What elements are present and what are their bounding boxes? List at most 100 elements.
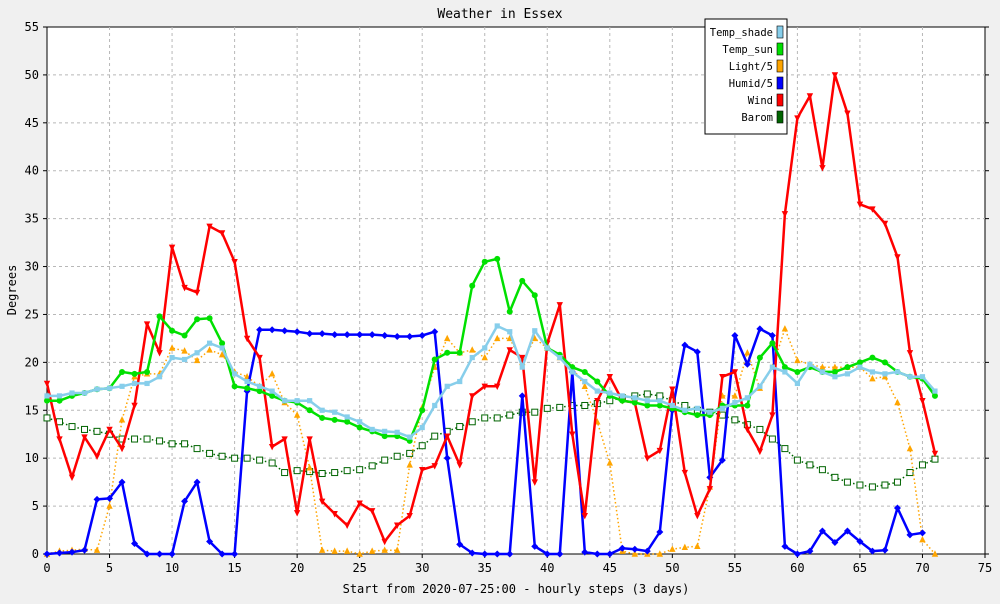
data-point-temp-shade [519,364,525,370]
data-point-temp-shade [269,388,275,394]
data-point-temp-shade [394,429,400,435]
data-point-wind [831,72,839,79]
data-point-temp-shade [844,371,851,377]
data-point-temp-shade [432,402,438,409]
data-point-humid-5 [306,330,314,338]
data-point-light-5 [481,353,488,361]
data-point-temp-shade [782,369,788,375]
data-point-light-5 [469,346,476,353]
data-point-temp-shade [644,398,650,404]
data-point-humid-5 [56,549,64,557]
data-point-humid-5 [581,548,589,556]
data-point-temp-sun [794,368,801,375]
data-point-barom [381,456,389,464]
data-point-temp-sun [756,354,763,361]
x-tick-label: 10 [165,561,179,575]
data-point-barom [856,481,864,489]
data-point-humid-5 [918,529,926,537]
data-point-light-5 [781,325,789,332]
data-point-temp-sun [644,402,651,409]
data-point-barom [93,427,101,435]
data-point-temp-shade [307,398,313,404]
legend-swatch-humid-5 [776,76,784,90]
data-point-humid-5 [468,549,476,557]
x-tick-label: 70 [915,561,929,575]
data-point-wind [181,284,188,292]
data-point-wind [781,211,789,218]
data-point-light-5 [581,382,588,390]
data-point-temp-shade [106,385,113,391]
data-point-wind [769,412,776,419]
data-point-humid-5 [618,544,626,552]
data-point-humid-5 [743,360,751,368]
data-point-temp-shade [181,356,188,363]
data-point-temp-shade [682,407,688,413]
data-point-wind [93,453,101,460]
legend-swatch-light-5 [776,59,784,73]
x-tick-label: 20 [290,561,304,575]
data-point-humid-5 [131,539,139,547]
data-point-barom [206,449,214,457]
data-point-wind [419,466,426,474]
data-point-temp-shade [544,345,550,351]
series-line-light-5 [46,328,936,555]
data-point-temp-shade [332,409,338,415]
data-point-humid-5 [493,550,501,558]
data-point-humid-5 [731,332,739,340]
data-point-wind [556,302,563,309]
x-tick-label: 45 [603,561,617,575]
data-point-temp-sun [231,383,238,390]
data-point-temp-shade [669,402,675,409]
data-point-wind [731,369,739,376]
y-tick-label: 15 [25,403,39,417]
data-point-humid-5 [856,538,864,546]
data-point-wind [193,289,201,297]
data-point-temp-shade [206,340,213,346]
data-point-temp-shade [257,383,263,389]
data-point-humid-5 [81,546,89,554]
data-point-temp-shade [494,323,500,329]
data-point-barom [68,423,76,431]
data-point-temp-shade [619,393,625,399]
data-point-barom [318,470,326,478]
data-point-light-5 [444,334,451,342]
legend: Temp_shade Temp_sun Light/5 Humid/5 Wind Baro… [704,18,788,135]
data-point-humid-5 [818,527,826,535]
data-point-humid-5 [793,550,801,558]
data-point-barom [756,425,764,433]
data-point-barom [581,401,589,409]
data-point-barom [43,414,51,422]
y-tick-label: 45 [25,116,39,130]
data-point-temp-sun [381,433,388,440]
data-point-wind [231,259,238,266]
data-point-temp-shade [894,369,901,375]
series-humid-5 [43,325,926,558]
data-point-wind [256,354,263,362]
data-point-barom [893,478,901,486]
data-point-temp-shade [632,395,638,401]
x-tick-label: 50 [665,561,679,575]
data-point-humid-5 [518,392,526,400]
data-point-wind [906,350,914,357]
data-point-wind [806,93,814,100]
data-point-temp-shade [507,329,513,335]
data-point-temp-shade [69,390,75,396]
data-point-light-5 [381,546,388,553]
data-point-barom [393,452,401,460]
data-point-temp-sun [344,418,351,425]
data-point-wind [719,374,726,381]
data-point-barom [818,466,826,474]
data-point-humid-5 [543,550,551,558]
x-tick-label: 60 [790,561,804,575]
x-tick-label: 65 [853,561,867,575]
data-point-wind [431,463,438,470]
data-point-barom [506,411,514,419]
data-point-temp-shade [719,405,725,411]
data-point-temp-shade [532,328,538,334]
data-point-temp-shade [369,426,375,433]
data-point-humid-5 [93,495,101,503]
data-point-wind [856,201,864,208]
data-point-light-5 [293,411,301,418]
data-point-light-5 [656,550,664,557]
data-point-humid-5 [143,550,151,558]
